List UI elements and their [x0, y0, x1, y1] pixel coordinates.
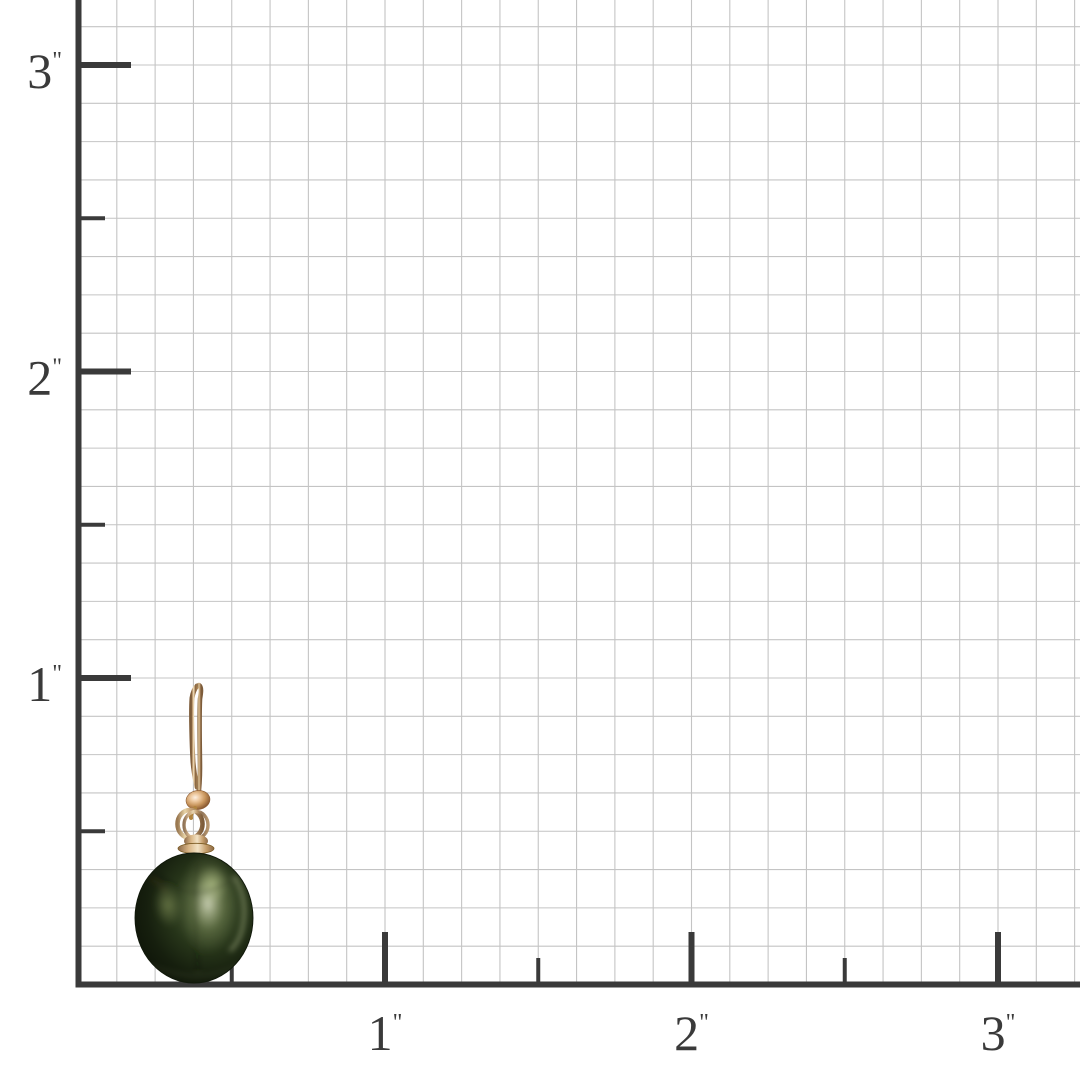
- svg-text:2": 2": [674, 1005, 709, 1061]
- svg-text:2": 2": [27, 350, 62, 406]
- svg-text:3": 3": [981, 1005, 1016, 1061]
- svg-text:1": 1": [368, 1005, 403, 1061]
- svg-text:1": 1": [27, 656, 62, 712]
- svg-text:3": 3": [27, 43, 62, 99]
